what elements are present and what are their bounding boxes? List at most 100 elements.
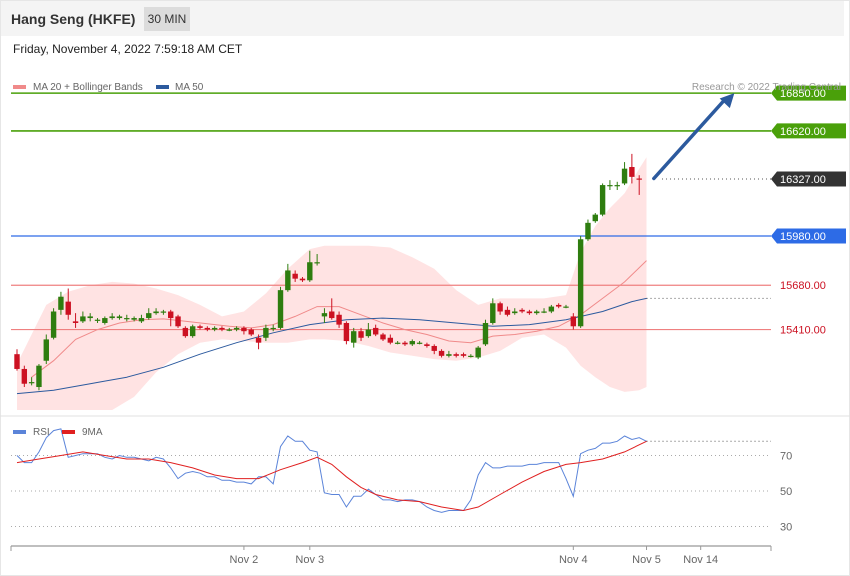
candle-body xyxy=(329,311,335,319)
candle-body xyxy=(131,318,137,320)
candle-body xyxy=(614,185,620,187)
level-tag-resistance xyxy=(771,85,846,101)
candle-body xyxy=(28,382,35,384)
candle-body xyxy=(270,327,276,330)
candle-body xyxy=(182,327,189,337)
level-label: 16327.00 xyxy=(780,174,826,186)
candle-body xyxy=(226,329,232,331)
candle-body xyxy=(387,337,394,343)
price-legend: MA 20 + Bollinger Bands MA 50 Research ©… xyxy=(13,82,841,93)
candle-body xyxy=(490,303,496,323)
rsi-tick-label: 30 xyxy=(780,521,792,533)
candle-body xyxy=(541,311,547,313)
level-label: 16620.00 xyxy=(780,126,826,138)
candle-body xyxy=(424,344,430,346)
candle-body xyxy=(460,354,467,356)
rsi-tick-label: 50 xyxy=(780,486,792,498)
candle-body xyxy=(446,354,452,356)
candle-body xyxy=(570,316,577,327)
rsi-tick-label: 70 xyxy=(780,450,792,462)
candle-body xyxy=(336,314,342,325)
candle-body xyxy=(116,316,123,319)
candle-body xyxy=(526,311,533,314)
candle-body xyxy=(299,278,306,281)
candle-body xyxy=(263,327,269,338)
candle-body xyxy=(607,185,613,187)
candle-body xyxy=(153,311,159,314)
legend-ma50-swatch xyxy=(156,85,169,89)
ma50-line xyxy=(16,297,647,395)
candle-body xyxy=(394,342,401,344)
candle-body xyxy=(168,311,174,319)
candle-body xyxy=(65,301,71,315)
rsi-lines xyxy=(16,428,647,513)
rsi-line xyxy=(16,428,647,513)
candlesticks xyxy=(14,153,642,391)
candle-body xyxy=(292,273,298,279)
candle-body xyxy=(621,168,628,184)
x-tick-label: Nov 3 xyxy=(295,554,324,566)
rsi-ma-line xyxy=(16,440,647,512)
instrument-title: Hang Seng (HKFE) xyxy=(11,11,136,27)
bollinger-bands xyxy=(17,157,647,410)
candle-body xyxy=(512,311,518,314)
legend-ma20-swatch xyxy=(13,85,26,89)
candle-body xyxy=(636,178,642,180)
candle-body xyxy=(577,239,584,327)
candle-body xyxy=(102,318,108,323)
bollinger-band-area xyxy=(17,157,647,410)
candle-body xyxy=(58,296,64,310)
candle-body xyxy=(21,368,28,384)
candle-body xyxy=(124,318,130,320)
candle-body xyxy=(358,331,364,338)
candle-body xyxy=(409,341,415,345)
candle-body xyxy=(109,316,115,319)
x-tick-label: Nov 4 xyxy=(559,554,588,566)
candle-body xyxy=(431,345,437,351)
candle-body xyxy=(468,355,474,358)
interval-button[interactable]: 30 MIN xyxy=(144,7,190,31)
x-tick-label: Nov 2 xyxy=(230,554,259,566)
x-tick-label: Nov 5 xyxy=(632,554,661,566)
rsi-panel: 70 50 30 RSI 9MA xyxy=(11,427,792,533)
candle-body xyxy=(233,327,240,330)
candle-body xyxy=(416,342,423,344)
legend-9ma-label: 9MA xyxy=(82,427,103,438)
legend-rsi-label: RSI xyxy=(33,427,50,438)
candle-body xyxy=(438,350,445,356)
legend-9ma-swatch xyxy=(62,430,75,434)
candle-body xyxy=(146,313,152,319)
candle-body xyxy=(321,313,328,317)
candle-body xyxy=(94,319,101,321)
level-label: 15980.00 xyxy=(780,231,826,243)
candle-body xyxy=(43,339,49,361)
candle-body xyxy=(351,331,357,343)
candle-body xyxy=(548,306,555,312)
candle-body xyxy=(307,262,313,281)
level-label: 15680.00 xyxy=(780,280,826,292)
candle-body xyxy=(189,326,196,337)
trend-arrow-head xyxy=(719,93,735,109)
candle-body xyxy=(504,309,511,315)
candle-body xyxy=(453,354,459,356)
legend-rsi-swatch xyxy=(13,430,26,434)
candle-body xyxy=(372,327,379,335)
candle-body xyxy=(629,167,635,177)
level-tags: 16850.00 16620.00 16327.00 15980.00 15680.00… xyxy=(771,85,846,337)
chart-datetime: Friday, November 4, 2022 7:59:18 AM CET xyxy=(13,42,243,56)
chart-credit: Research © 2022 Trading Central xyxy=(692,82,841,93)
candle-body xyxy=(197,326,203,328)
candle-body xyxy=(277,290,284,328)
level-tag-resistance xyxy=(771,123,846,139)
level-label: 16850.00 xyxy=(780,88,826,100)
candle-body xyxy=(402,342,408,345)
candle-body xyxy=(175,316,181,327)
candle-body xyxy=(241,327,247,332)
candle-body xyxy=(563,306,569,308)
candle-body xyxy=(138,318,145,322)
level-label: 15410.00 xyxy=(780,325,826,337)
candle-body xyxy=(285,270,291,291)
candle-body xyxy=(585,222,591,240)
x-axis: Nov 2 Nov 3 Nov 4 Nov 5 Nov 14 xyxy=(10,545,772,566)
